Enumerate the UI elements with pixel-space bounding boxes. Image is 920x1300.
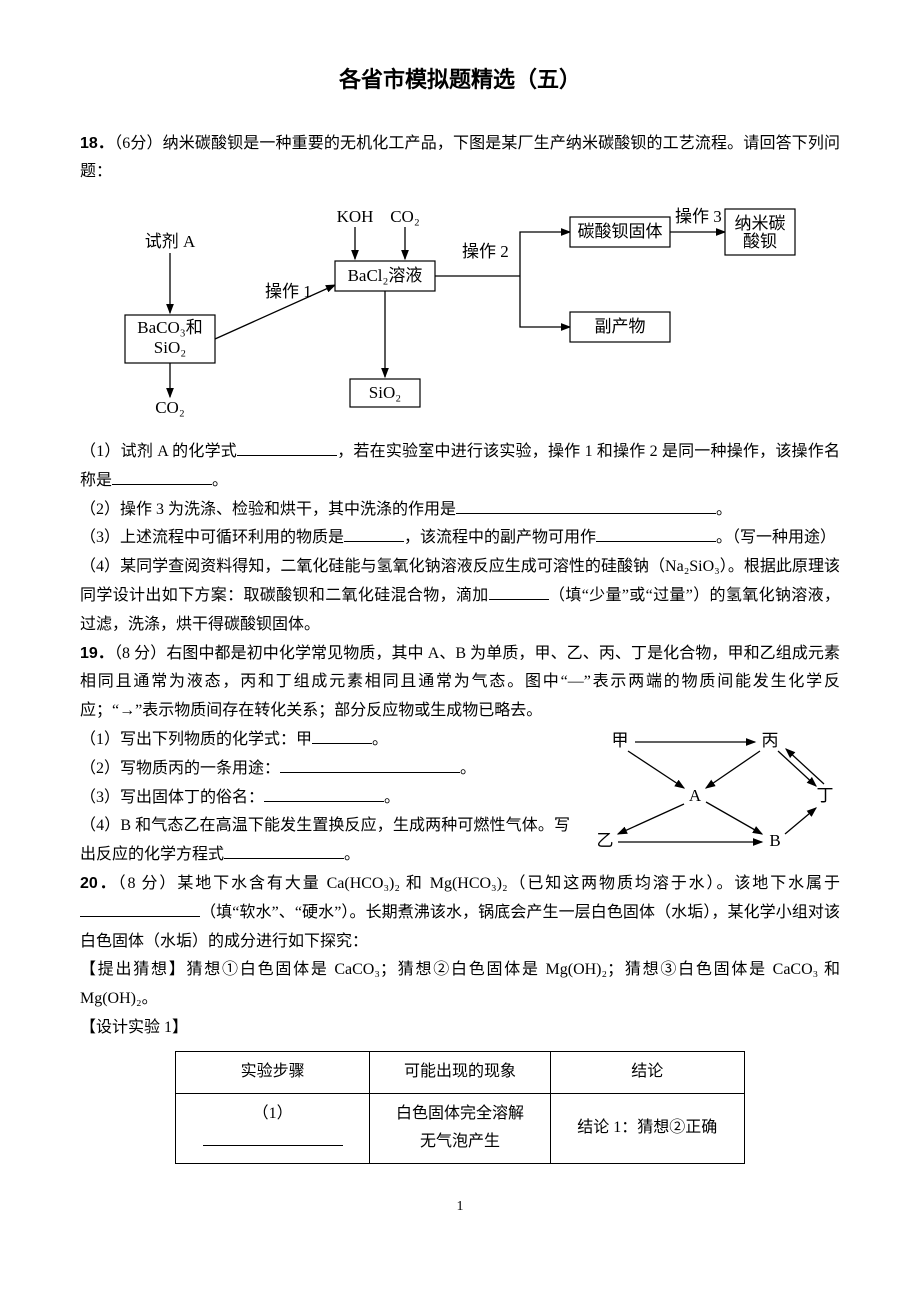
blank[interactable]	[344, 525, 404, 542]
blank[interactable]	[237, 439, 337, 456]
q19-p4b: 。	[344, 846, 360, 863]
blank[interactable]	[489, 583, 549, 600]
flow-op2: 操作 2	[462, 242, 509, 261]
q18-flowchart: text { font-family: "SimSun", serif; fon…	[100, 197, 800, 417]
phen-b: 无气泡产生	[420, 1133, 500, 1150]
q20-hyp: 【提出猜想】猜想①白色固体是 CaCO₃；猜想②白色固体是 Mg(OH)₂；猜想…	[80, 956, 840, 1014]
td-step-label: （1）	[253, 1105, 293, 1122]
diag-yi: 乙	[597, 831, 614, 850]
q20-lead1: 某地下水含有大量 Ca(HCO₃)₂ 和 Mg(HCO₃)₂（已知这两物质均溶于…	[177, 875, 840, 892]
q20-table: 实验步骤 可能出现的现象 结论 （1） 白色固体完全溶解 无气泡产生 结论 1：…	[175, 1051, 745, 1164]
diag-bing: 丙	[762, 731, 779, 750]
q18-p1c: 。	[212, 472, 228, 489]
q18-p2b: 。	[716, 501, 732, 518]
blank[interactable]	[80, 900, 200, 917]
phen-a: 白色固体完全溶解	[396, 1105, 524, 1122]
q18-lead: 纳米碳酸钡是一种重要的无机化工产品，下图是某厂生产纳米碳酸钡的工艺流程。请回答下…	[80, 135, 840, 181]
q19-p1a: （1）写出下列物质的化学式：甲	[80, 731, 312, 748]
q18-p1: （1）试剂 A 的化学式，若在实验室中进行该实验，操作 1 和操作 2 是同一种…	[80, 438, 840, 496]
q19-pts: （8 分）	[114, 645, 166, 662]
th-phen: 可能出现的现象	[370, 1051, 550, 1093]
q18-stem: 18．（6分）纳米碳酸钡是一种重要的无机化工产品，下图是某厂生产纳米碳酸钡的工艺…	[80, 130, 840, 188]
flow-sio2b: SiO₂	[369, 383, 401, 402]
q19-p3b: 。	[384, 789, 400, 806]
q18-p3c: 。（写一种用途）	[716, 529, 836, 546]
q19-lead: 右图中都是初中化学常见物质，其中 A、B 为单质，甲、乙、丙、丁是化合物，甲和乙…	[80, 645, 840, 720]
flow-reagentA: 试剂 A	[145, 232, 196, 251]
blank[interactable]	[112, 468, 212, 485]
flow-co2-in: CO₂	[390, 207, 420, 226]
q18-p3: （3）上述流程中可循环利用的物质是 ，该流程中的副产物可用作 。（写一种用途）	[80, 524, 840, 553]
flow-nano2: 酸钡	[743, 232, 777, 251]
flow-nano1: 纳米碳	[735, 214, 786, 233]
q18-p4: （4）某同学查阅资料得知，二氧化硅能与氢氧化钠溶液反应生成可溶性的硅酸钠（Na₂…	[80, 553, 840, 639]
q19-stem: 19．（8 分）右图中都是初中化学常见物质，其中 A、B 为单质，甲、乙、丙、丁…	[80, 640, 840, 726]
flow-baco3-solid: 碳酸钡固体	[578, 222, 663, 241]
q19-p2b: 。	[460, 760, 476, 777]
diag-ding: 丁	[817, 786, 834, 805]
blank[interactable]	[203, 1129, 343, 1146]
q18-p2a: （2）操作 3 为洗涤、检验和烘干，其中洗涤的作用是	[80, 501, 456, 518]
diag-B: B	[769, 831, 780, 850]
flow-koh: KOH	[337, 207, 374, 226]
q20-design: 【设计实验 1】	[80, 1014, 840, 1043]
th-concl: 结论	[550, 1051, 744, 1093]
flow-baco3: BaCO₃和	[137, 318, 202, 337]
q18-number: 18．	[80, 135, 114, 152]
flow-op3: 操作 3	[675, 207, 722, 226]
q18-p3a: （3）上述流程中可循环利用的物质是	[80, 529, 344, 546]
page-number: 1	[80, 1194, 840, 1219]
blank[interactable]	[264, 785, 384, 802]
td-concl: 结论 1：猜想②正确	[550, 1093, 744, 1164]
diag-A: A	[689, 786, 702, 805]
blank[interactable]	[280, 756, 460, 773]
q20-stem: 20．（8 分）某地下水含有大量 Ca(HCO₃)₂ 和 Mg(HCO₃)₂（已…	[80, 870, 840, 956]
page-title: 各省市模拟题精选（五）	[80, 60, 840, 100]
blank[interactable]	[456, 497, 716, 514]
q19-p3a: （3）写出固体丁的俗名：	[80, 789, 264, 806]
q18-p2: （2）操作 3 为洗涤、检验和烘干，其中洗涤的作用是 。	[80, 496, 840, 525]
q19-number: 19．	[80, 645, 114, 662]
blank[interactable]	[224, 842, 344, 859]
diag-jia: 甲	[612, 731, 629, 750]
blank[interactable]	[312, 727, 372, 744]
flow-sio2a: SiO₂	[154, 338, 186, 357]
q19-p2a: （2）写物质丙的一条用途：	[80, 760, 280, 777]
td-phen: 白色固体完全溶解 无气泡产生	[370, 1093, 550, 1164]
q19-diagram: text { font-family: "SimSun", serif; fon…	[580, 726, 840, 856]
q20-pts: （8 分）	[118, 875, 178, 892]
flow-bacl2: BaCl₂溶液	[348, 266, 423, 285]
q18-pts: （6分）	[114, 135, 163, 152]
q20-number: 20．	[80, 875, 118, 892]
td-step: （1）	[176, 1093, 370, 1164]
flow-co2-out: CO₂	[155, 398, 185, 417]
blank[interactable]	[596, 525, 716, 542]
q18-p3b: ，该流程中的副产物可用作	[404, 529, 596, 546]
q18-p1a: （1）试剂 A 的化学式	[80, 443, 237, 460]
q19-p1b: 。	[372, 731, 388, 748]
th-step: 实验步骤	[176, 1051, 370, 1093]
flow-op1: 操作 1	[265, 282, 312, 301]
flow-byproduct: 副产物	[595, 317, 646, 336]
